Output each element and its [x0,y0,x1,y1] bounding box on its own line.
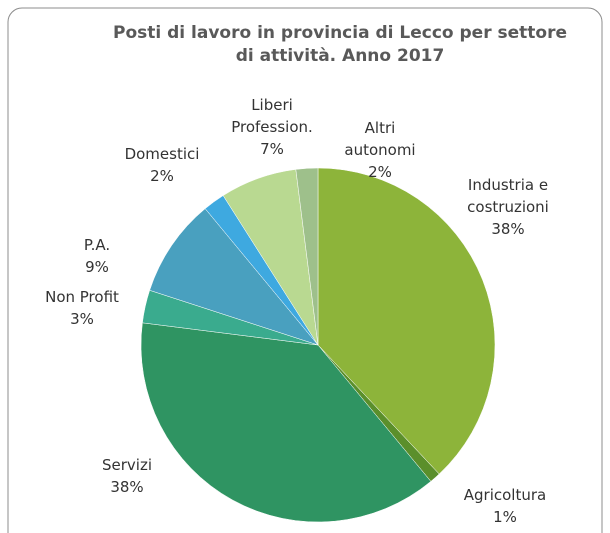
pie-slice [149,208,319,346]
category-label: P.A. [83,236,111,254]
slice-label: P.A. 9% [84,234,110,278]
category-label: Industria e costruzioni [467,176,549,216]
value-label: 3% [70,310,94,328]
slice-label: Non Profit 3% [45,286,119,330]
value-label: 2% [150,167,174,185]
value-label: 2% [368,163,392,181]
category-label: Non Profit [45,288,119,306]
category-label: Liberi Profession. [231,96,313,136]
value-label: 38% [491,220,525,238]
slice-label: Agricoltura 1% [464,484,546,528]
category-label: Agricoltura [463,486,547,504]
slice-label: Altri autonomi 2% [344,117,415,183]
slice-label: Domestici 2% [125,143,200,187]
pie-slice [140,322,432,523]
value-label: 38% [110,478,144,496]
pie-slice [295,167,319,346]
value-label: 1% [493,508,517,526]
value-label: 9% [85,258,109,276]
pie-slice [317,167,496,475]
slice-label: Servizi 38% [102,454,152,498]
value-label: 7% [260,140,284,158]
category-label: Altri autonomi [344,119,416,159]
slice-label: Industria e costruzioni 38% [467,174,549,240]
slice-label: Liberi Profession. 7% [231,94,313,160]
category-label: Servizi [101,456,153,474]
category-label: Domestici [124,145,200,163]
chart-title: Posti di lavoro in provincia di Lecco pe… [113,23,567,66]
